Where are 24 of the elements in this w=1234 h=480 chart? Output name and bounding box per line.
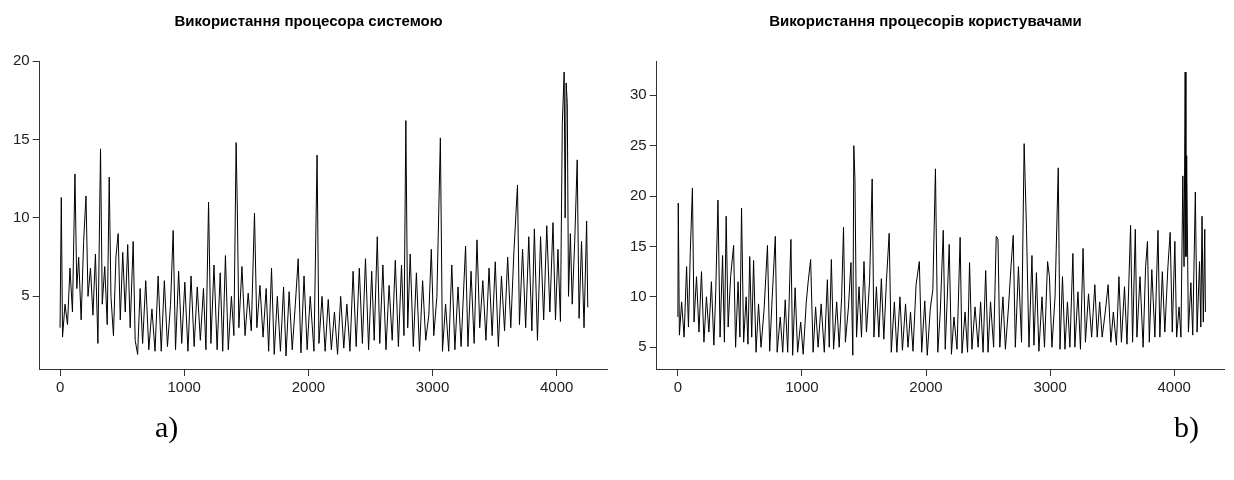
y-tick-label: 15 bbox=[630, 236, 647, 254]
x-tick-label: 0 bbox=[55, 378, 65, 396]
x-tick-label: 1000 bbox=[167, 378, 201, 396]
y-tick-label: 20 bbox=[630, 186, 647, 204]
y-tick-label: 10 bbox=[630, 286, 647, 304]
x-tick-label: 4000 bbox=[1157, 378, 1191, 396]
x-tick-label: 3000 bbox=[415, 378, 450, 396]
chart-title: Використання процесорів користувачами bbox=[769, 12, 1082, 30]
chart-title: Використання процесора системою bbox=[174, 12, 443, 30]
x-tick-label: 3000 bbox=[1033, 378, 1067, 396]
y-tick-label: 10 bbox=[13, 208, 30, 226]
text: a) bbox=[155, 410, 179, 444]
y-tick-label: 5 bbox=[638, 337, 647, 355]
y-tick-label: 20 bbox=[13, 51, 30, 69]
text: b) bbox=[1174, 410, 1199, 444]
y-tick-label: 30 bbox=[630, 85, 647, 103]
y-tick-label: 5 bbox=[21, 286, 30, 304]
x-tick-label: 0 bbox=[673, 378, 683, 396]
x-tick-label: 2000 bbox=[291, 378, 326, 396]
x-tick-label: 2000 bbox=[909, 378, 943, 396]
x-tick-label: 4000 bbox=[540, 378, 574, 396]
x-tick-label: 1000 bbox=[785, 378, 819, 396]
y-tick-label: 25 bbox=[630, 135, 647, 153]
y-tick-label: 15 bbox=[13, 129, 30, 147]
